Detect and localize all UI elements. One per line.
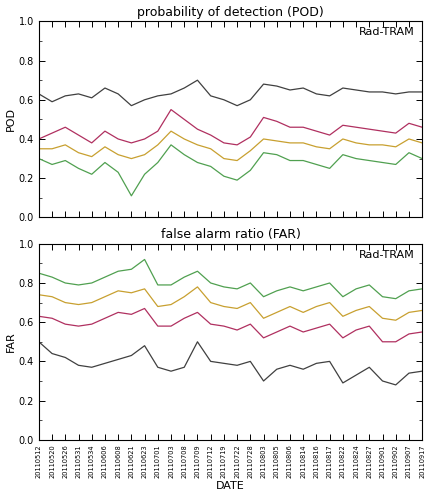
Text: Rad-TRAM: Rad-TRAM [358, 249, 414, 259]
Title: probability of detection (POD): probability of detection (POD) [137, 6, 323, 19]
Y-axis label: FAR: FAR [6, 331, 16, 352]
Text: Rad-TRAM: Rad-TRAM [358, 27, 414, 37]
Y-axis label: POD: POD [6, 107, 16, 131]
Title: false alarm ratio (FAR): false alarm ratio (FAR) [160, 228, 300, 241]
X-axis label: DATE: DATE [215, 481, 244, 491]
